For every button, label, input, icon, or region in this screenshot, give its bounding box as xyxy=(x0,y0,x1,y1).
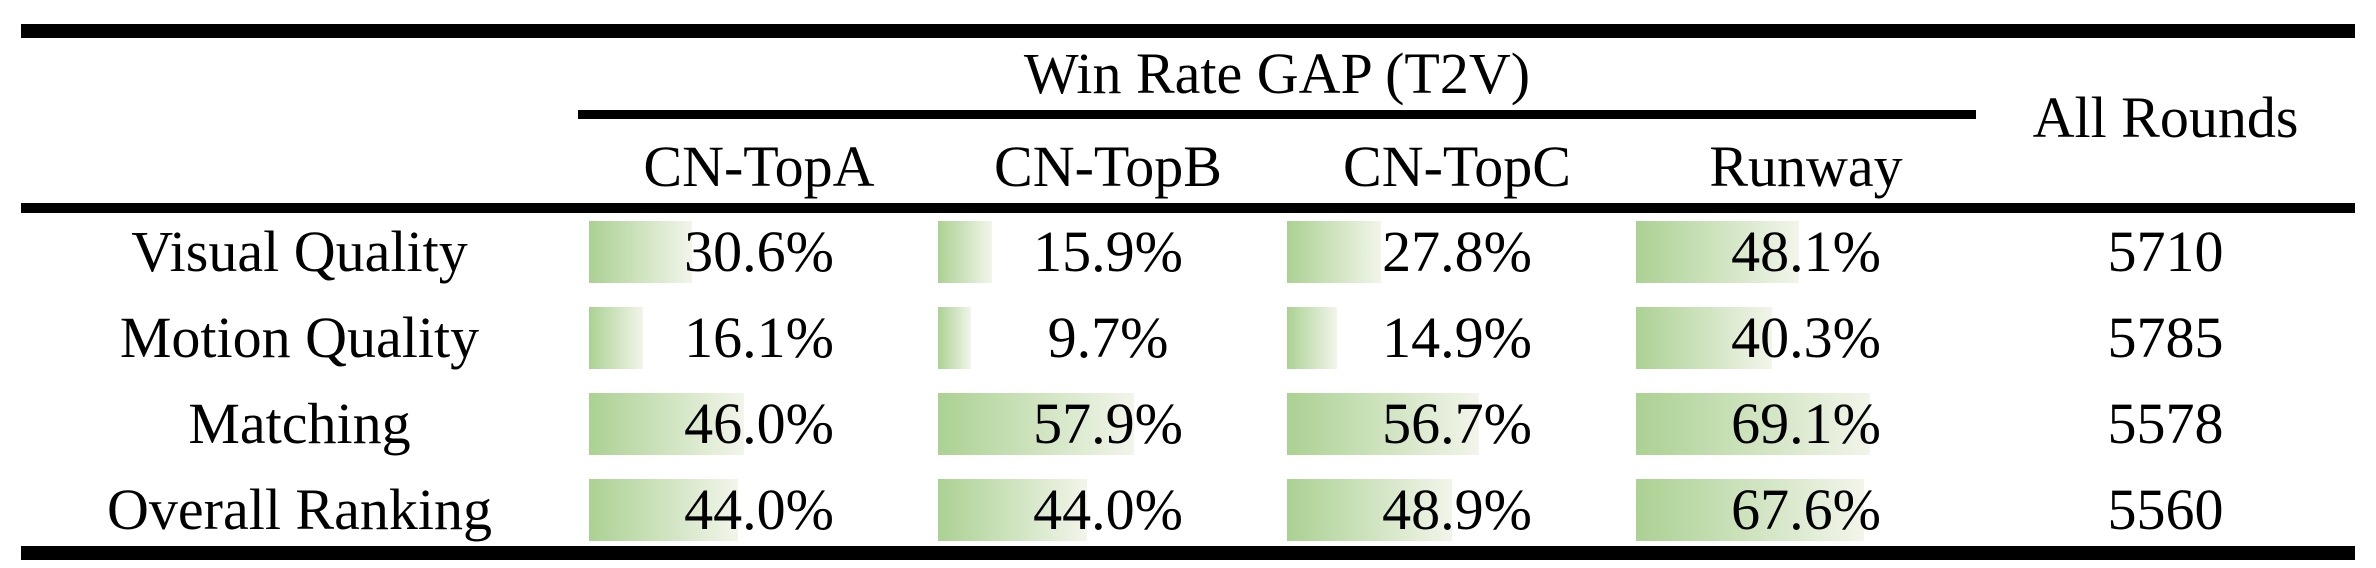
win-rate-bar xyxy=(589,221,693,283)
table-cell: 16.1% xyxy=(589,307,929,369)
win-rate-bar xyxy=(1287,221,1381,283)
win-rate-value: 48.1% xyxy=(1731,219,1881,284)
span-header-title: Win Rate GAP (T2V) xyxy=(1023,41,1531,106)
win-rate-bar xyxy=(1636,393,1870,455)
win-rate-value: 30.6% xyxy=(684,219,834,284)
table-cell: 14.9% xyxy=(1287,307,1627,369)
table-cell: 48.1% xyxy=(1636,221,1976,283)
table-cell: 15.9% xyxy=(938,221,1278,283)
win-rate-value: 67.6% xyxy=(1731,477,1881,542)
row-label-visual-quality: Visual Quality xyxy=(131,219,468,284)
table-cell: 40.3% xyxy=(1636,307,1976,369)
win-rate-value: 14.9% xyxy=(1382,305,1532,370)
all-rounds-column-header: All Rounds xyxy=(2032,85,2299,150)
win-rate-bar xyxy=(589,307,644,369)
table-cell: 46.0% xyxy=(589,393,929,455)
all-rounds-value: 5578 xyxy=(2107,391,2224,456)
table-cell: 44.0% xyxy=(589,479,929,541)
table-cell: 67.6% xyxy=(1636,479,1976,541)
all-rounds-value: 5560 xyxy=(2107,477,2224,542)
table-cell: 56.7% xyxy=(1287,393,1627,455)
win-rate-value: 40.3% xyxy=(1731,305,1881,370)
win-rate-value: 9.7% xyxy=(1047,305,1169,370)
win-rate-bar xyxy=(589,393,745,455)
win-rate-bar xyxy=(1287,479,1453,541)
span-header-underline-rule xyxy=(578,110,1976,119)
win-rate-bar xyxy=(589,479,738,541)
win-rate-value: 27.8% xyxy=(1382,219,1532,284)
win-rate-value: 48.9% xyxy=(1382,477,1532,542)
win-rate-bar xyxy=(1636,479,1865,541)
table-cell: 27.8% xyxy=(1287,221,1627,283)
column-header-cn-topa: CN-TopA xyxy=(643,134,875,199)
row-label-overall-ranking: Overall Ranking xyxy=(107,477,492,542)
win-rate-bar xyxy=(938,393,1134,455)
win-rate-bar xyxy=(1636,221,1799,283)
win-rate-bar xyxy=(1287,307,1338,369)
table-cell: 48.9% xyxy=(1287,479,1627,541)
row-label-motion-quality: Motion Quality xyxy=(119,305,480,370)
win-rate-value: 69.1% xyxy=(1731,391,1881,456)
column-header-cn-topb: CN-TopB xyxy=(994,134,1222,199)
all-rounds-value: 5785 xyxy=(2107,305,2224,370)
all-rounds-value: 5710 xyxy=(2107,219,2224,284)
row-label-matching: Matching xyxy=(188,391,411,456)
table-cell: 30.6% xyxy=(589,221,929,283)
bottom-border-rule xyxy=(21,546,2355,560)
table-cell: 44.0% xyxy=(938,479,1278,541)
table-cell: 57.9% xyxy=(938,393,1278,455)
win-rate-bar xyxy=(1287,393,1479,455)
win-rate-value: 57.9% xyxy=(1033,391,1183,456)
win-rate-value: 46.0% xyxy=(684,391,834,456)
top-border-rule xyxy=(21,24,2355,38)
win-rate-value: 44.0% xyxy=(684,477,834,542)
win-rate-bar xyxy=(1636,307,1773,369)
win-rate-value: 44.0% xyxy=(1033,477,1183,542)
win-rate-bar xyxy=(938,307,971,369)
column-header-cn-topc: CN-TopC xyxy=(1343,134,1571,199)
table-cell: 69.1% xyxy=(1636,393,1976,455)
table-cell: 9.7% xyxy=(938,307,1278,369)
win-rate-bar xyxy=(938,221,992,283)
column-header-runway: Runway xyxy=(1709,134,1903,199)
win-rate-bar xyxy=(938,479,1087,541)
win-rate-value: 56.7% xyxy=(1382,391,1532,456)
win-rate-value: 15.9% xyxy=(1033,219,1183,284)
header-separator-rule xyxy=(21,203,2355,213)
win-rate-value: 16.1% xyxy=(684,305,834,370)
